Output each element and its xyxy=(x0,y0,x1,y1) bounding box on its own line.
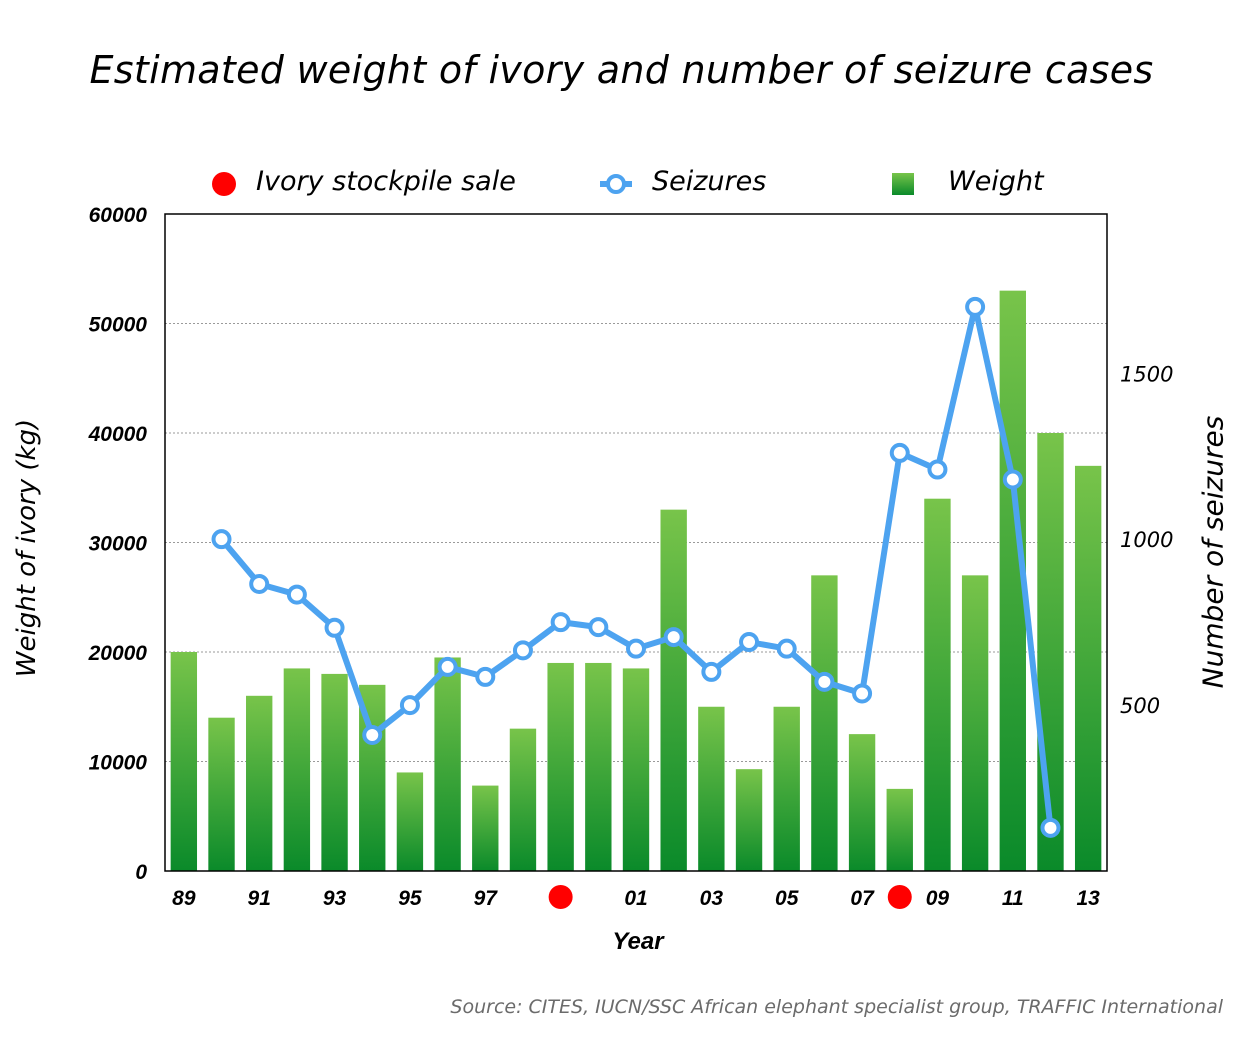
y-tick-label: 20000 xyxy=(88,642,148,665)
bar-weight-02 xyxy=(660,509,687,871)
bar-weight-98 xyxy=(509,728,537,871)
bar-weight-92 xyxy=(283,668,311,871)
seizures-point-95 xyxy=(399,695,420,716)
seizures-point-02 xyxy=(663,627,684,648)
legend-label-sale: Ivory stockpile sale xyxy=(256,166,516,197)
seizures-point-92 xyxy=(286,584,307,605)
bar-weight-04 xyxy=(735,769,763,871)
axis-ticks: 0 10000 20000 30000 40000 50000 60000 500 1000 15… xyxy=(88,204,1174,910)
x-tick-label: 93 xyxy=(323,887,347,910)
x-tick-label: 09 xyxy=(926,887,950,910)
seizures-point-01 xyxy=(626,638,646,659)
y-tick-label: 30000 xyxy=(89,533,148,556)
seizures-point-10 xyxy=(965,296,986,317)
x-tick-label: 03 xyxy=(700,887,724,910)
y-tick-label: 40000 xyxy=(88,423,148,446)
bar-weight-91 xyxy=(246,695,273,871)
stockpile-sale-marker-08 xyxy=(887,885,912,909)
x-tick-label: 91 xyxy=(248,887,271,910)
seizures-point-97 xyxy=(475,666,496,687)
seizures-point-90 xyxy=(211,529,232,550)
plot-frame xyxy=(164,213,1108,872)
x-tick-label: 11 xyxy=(1002,887,1024,910)
legend-label-weight: Weight xyxy=(948,166,1044,197)
seizures-point-12 xyxy=(1040,817,1061,838)
y2-tick-label: 500 xyxy=(1120,694,1160,718)
x-tick-label: 95 xyxy=(398,887,422,910)
x-tick-label: 01 xyxy=(624,887,647,910)
bar-weight-13 xyxy=(1074,465,1102,871)
x-tick-label: 97 xyxy=(474,887,499,910)
seizures-point-93 xyxy=(324,617,345,638)
y-tick-label: 60000 xyxy=(89,204,148,227)
y-tick-label: 0 xyxy=(135,861,147,884)
seizures-point-91 xyxy=(249,573,270,594)
bar-weight-00 xyxy=(585,662,612,871)
seizures-point-00 xyxy=(588,617,609,638)
seizures-line xyxy=(211,296,1061,838)
x-axis-label: Year xyxy=(612,928,664,955)
bar-weight-07 xyxy=(848,734,876,871)
bar-weight-89 xyxy=(170,652,198,871)
seizures-point-96 xyxy=(437,656,458,677)
seizures-point-03 xyxy=(701,661,722,682)
bar-weight-97 xyxy=(472,785,499,871)
seizures-point-94 xyxy=(362,724,383,745)
bar-weight-08 xyxy=(886,788,913,871)
bar-weight-09 xyxy=(924,498,951,871)
bar-weight-06 xyxy=(811,575,838,871)
seizures-point-07 xyxy=(852,683,873,704)
seizures-point-11 xyxy=(1002,469,1023,490)
seizures-point-04 xyxy=(739,632,760,653)
seizures-point-99 xyxy=(550,612,571,633)
x-tick-label: 05 xyxy=(775,887,799,910)
legend-seizures-marker xyxy=(606,174,626,194)
y-axis-label-right: Number of seizures xyxy=(1196,415,1230,689)
y-tick-label: 50000 xyxy=(89,314,148,337)
stockpile-sale-marker-99 xyxy=(548,885,573,909)
bar-weight-01 xyxy=(622,668,650,871)
y-axis-label-left: Weight of ivory (kg) xyxy=(12,418,42,678)
x-tick-label: 07 xyxy=(850,887,875,910)
seizures-point-98 xyxy=(512,640,533,661)
bar-weight-93 xyxy=(321,673,348,871)
legend-sale-marker xyxy=(212,172,236,196)
legend-label-seizures: Seizures xyxy=(652,166,767,197)
seizures-point-05 xyxy=(776,638,797,659)
seizures-point-08 xyxy=(889,442,910,463)
bar-weight-03 xyxy=(698,706,725,871)
seizures-point-06 xyxy=(814,671,835,692)
chart-title: Estimated weight of ivory and number of … xyxy=(89,48,1154,92)
source-note: Source: CITES, IUCN/SSC African elephant… xyxy=(450,996,1223,1018)
bar-weight-96 xyxy=(434,657,461,871)
bar-weight-05 xyxy=(773,706,800,871)
legend xyxy=(212,172,914,196)
bar-weight-10 xyxy=(961,575,989,871)
bar-weight-12 xyxy=(1037,433,1064,871)
bar-weight-99 xyxy=(547,662,574,871)
y2-tick-label: 1500 xyxy=(1120,362,1173,386)
weight-bars xyxy=(170,290,1102,871)
bar-weight-90 xyxy=(208,717,235,871)
legend-weight-swatch xyxy=(892,173,914,195)
y-tick-label: 10000 xyxy=(89,752,148,775)
seizures-point-09 xyxy=(927,459,948,480)
bar-weight-95 xyxy=(396,772,424,871)
x-tick-label: 89 xyxy=(172,887,196,910)
y2-tick-label: 1000 xyxy=(1120,528,1173,552)
x-tick-label: 13 xyxy=(1076,887,1100,910)
